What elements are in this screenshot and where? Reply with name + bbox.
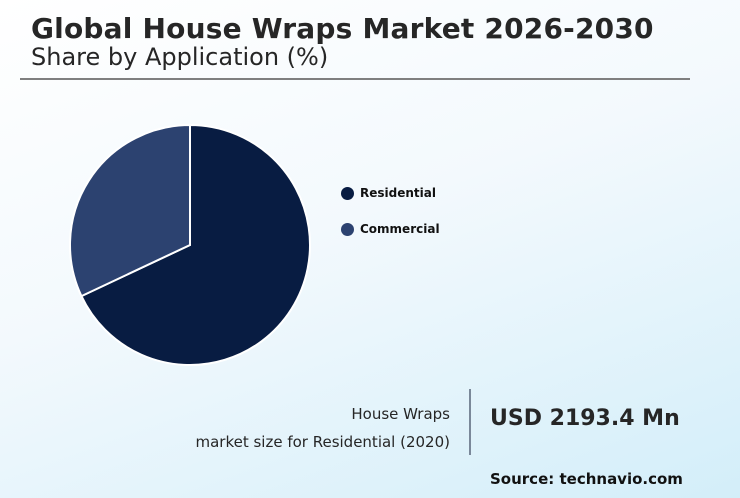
kpi-line2: market size for Residential (2020) (195, 433, 450, 451)
pie-slice-residential (80, 123, 311, 366)
legend-item-residential: Residential (341, 175, 440, 211)
legend-dot-commercial (341, 222, 354, 236)
kpi-description: House Wraps market size for Residential … (195, 400, 450, 456)
chart-title: Global House Wraps Market 2026-2030 (31, 12, 654, 45)
kpi-divider (469, 389, 471, 455)
legend-dot-residential (341, 186, 354, 200)
legend-item-commercial: Commercial (341, 211, 440, 247)
legend-label: Commercial (360, 222, 440, 236)
kpi-value: USD 2193.4 Mn (490, 406, 680, 431)
legend-label: Residential (360, 186, 436, 200)
pie-slice-commercial (69, 123, 191, 298)
source-label: Source: technavio.com (490, 470, 683, 488)
kpi-line1: House Wraps (351, 405, 450, 423)
chart-subtitle: Share by Application (%) (31, 43, 329, 71)
legend: Residential Commercial (341, 175, 440, 247)
title-divider (20, 78, 690, 80)
